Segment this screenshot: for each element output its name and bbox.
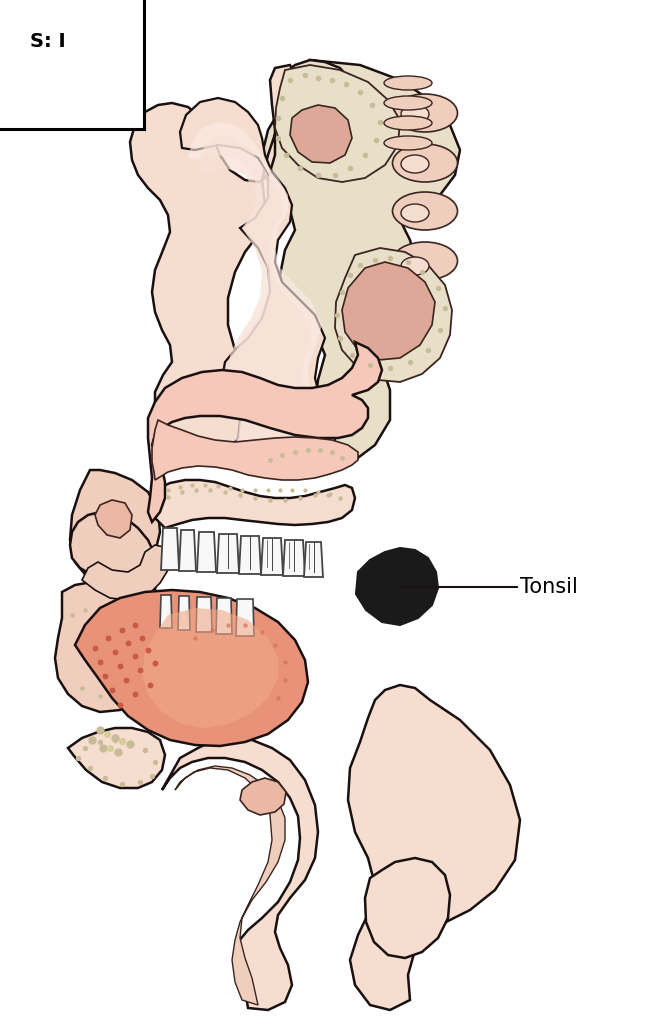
Polygon shape (261, 538, 283, 575)
Polygon shape (160, 595, 172, 628)
Polygon shape (217, 534, 239, 573)
Polygon shape (70, 512, 158, 605)
Polygon shape (68, 728, 165, 788)
Polygon shape (335, 248, 452, 382)
Polygon shape (356, 548, 438, 625)
Polygon shape (178, 596, 190, 630)
Ellipse shape (393, 242, 458, 280)
Ellipse shape (393, 144, 458, 182)
Polygon shape (348, 685, 520, 1010)
Polygon shape (130, 65, 295, 458)
Polygon shape (161, 528, 179, 570)
Polygon shape (142, 607, 278, 728)
Ellipse shape (384, 116, 432, 130)
Polygon shape (197, 532, 216, 572)
Polygon shape (152, 420, 358, 480)
Polygon shape (188, 121, 325, 452)
Polygon shape (283, 540, 305, 576)
Polygon shape (290, 105, 352, 163)
Polygon shape (162, 738, 318, 1010)
Ellipse shape (384, 76, 432, 90)
Polygon shape (342, 262, 435, 360)
Polygon shape (239, 536, 261, 574)
Polygon shape (278, 60, 350, 120)
Ellipse shape (393, 94, 458, 132)
Polygon shape (236, 599, 254, 636)
Polygon shape (196, 597, 212, 632)
Polygon shape (365, 858, 450, 958)
Polygon shape (175, 766, 285, 1005)
Ellipse shape (393, 192, 458, 230)
Polygon shape (70, 470, 160, 585)
Text: Tonsil: Tonsil (520, 577, 578, 597)
Ellipse shape (401, 257, 429, 275)
Polygon shape (148, 342, 382, 522)
Ellipse shape (401, 204, 429, 222)
Ellipse shape (384, 136, 432, 150)
Polygon shape (304, 542, 323, 577)
Polygon shape (216, 598, 232, 634)
Ellipse shape (401, 105, 429, 123)
Polygon shape (240, 778, 286, 815)
Polygon shape (262, 60, 460, 465)
Polygon shape (55, 582, 165, 712)
Text: S: I: S: I (30, 33, 66, 51)
Polygon shape (180, 98, 335, 470)
Polygon shape (198, 135, 315, 440)
Polygon shape (179, 530, 196, 571)
Polygon shape (275, 65, 400, 182)
Polygon shape (95, 500, 132, 538)
Ellipse shape (401, 155, 429, 173)
Ellipse shape (384, 96, 432, 110)
Polygon shape (75, 590, 308, 746)
Polygon shape (82, 545, 172, 600)
Polygon shape (152, 480, 355, 528)
